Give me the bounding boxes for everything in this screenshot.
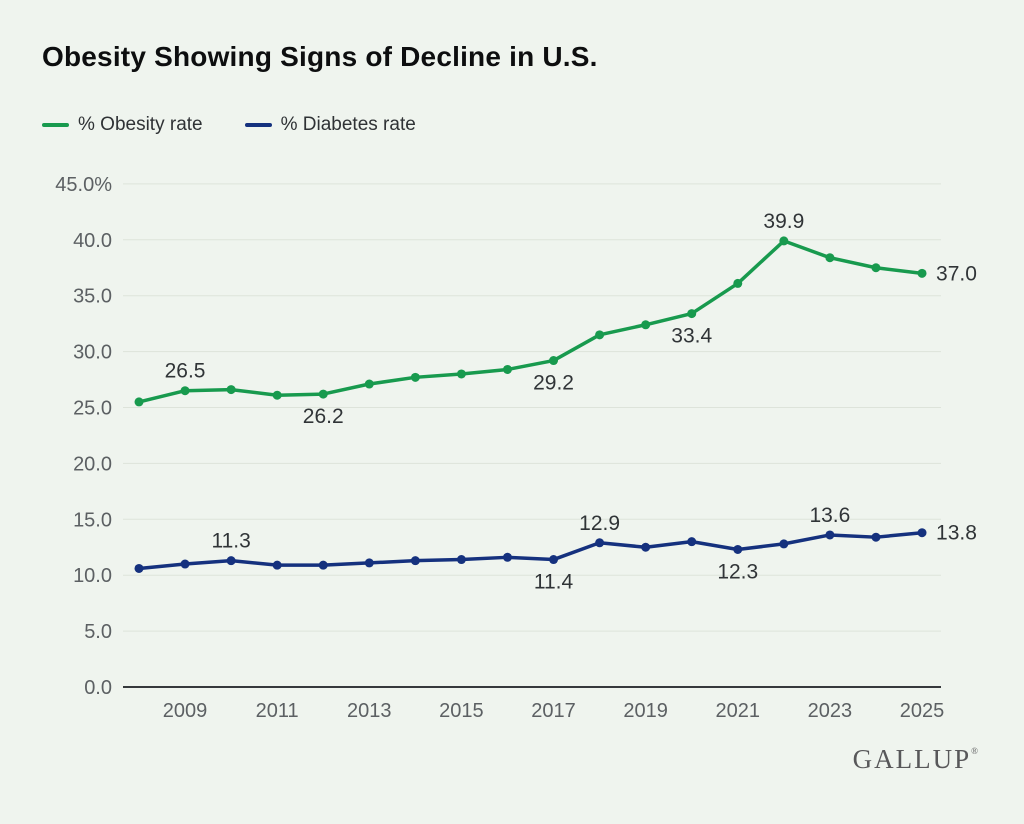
x-tick-label: 2019 [623, 700, 668, 722]
data-label: 13.8 [936, 522, 977, 545]
y-tick-label: 40.0 [73, 230, 112, 252]
y-tick-label: 30.0 [73, 342, 112, 364]
data-point [779, 539, 789, 549]
data-point [917, 268, 927, 278]
data-point [364, 558, 374, 568]
data-label: 11.3 [211, 530, 250, 553]
data-point [134, 563, 144, 573]
data-point [502, 552, 512, 562]
obesity-legend-swatch-icon [42, 123, 69, 127]
legend-label-obesity: % Obesity rate [78, 114, 203, 135]
data-point [595, 330, 605, 340]
gallup-logo: GALLUP® [853, 744, 978, 775]
data-point [825, 253, 835, 263]
data-point [641, 320, 651, 330]
data-point [502, 364, 512, 374]
data-point [825, 530, 835, 540]
data-point [226, 556, 236, 566]
page-title: Obesity Showing Signs of Decline in U.S. [42, 41, 598, 72]
data-label: 33.4 [671, 325, 712, 348]
data-point [733, 278, 743, 288]
data-label: 26.5 [165, 360, 206, 383]
x-tick-label: 2017 [531, 700, 576, 722]
data-point [272, 390, 282, 400]
data-label: 29.2 [533, 372, 574, 395]
x-tick-label: 2025 [900, 700, 945, 722]
x-tick-label: 2013 [347, 700, 392, 722]
data-point [733, 544, 743, 554]
data-point [549, 356, 559, 366]
data-point [226, 385, 236, 395]
line-chart: 45.0% 40.0 35.0 30.0 25.0 20.0 15.0 10.0 5.0 0.0 2… [55, 174, 977, 722]
diabetes-line [137, 530, 924, 571]
y-tick-label: 10.0 [73, 565, 112, 587]
data-point [180, 386, 190, 396]
y-tick-label: 0.0 [84, 677, 112, 699]
data-point [871, 263, 881, 273]
data-label: 39.9 [763, 210, 804, 233]
data-point [456, 369, 466, 379]
data-point [272, 560, 282, 570]
data-point [456, 555, 466, 565]
data-point [318, 389, 328, 399]
x-tick-label: 2009 [163, 700, 208, 722]
data-label: 12.9 [579, 512, 620, 535]
data-point [779, 236, 789, 246]
data-label: 26.2 [303, 405, 344, 428]
data-point [871, 532, 881, 542]
legend-item-obesity: % Obesity rate [42, 114, 203, 136]
chart-legend: % Obesity rate % Diabetes rate [42, 114, 416, 136]
legend-item-diabetes: % Diabetes rate [244, 114, 416, 136]
x-tick-label: 2021 [716, 700, 761, 722]
y-tick-label: 45.0% [55, 174, 112, 196]
data-point [364, 379, 374, 389]
data-point [595, 538, 605, 548]
y-tick-label: 35.0 [73, 286, 112, 308]
data-point [318, 560, 328, 570]
data-label: 12.3 [717, 560, 758, 583]
data-point [687, 309, 697, 319]
data-point [180, 559, 190, 569]
diabetes-legend-swatch-icon [244, 123, 272, 127]
y-tick-label: 20.0 [73, 453, 112, 475]
data-label: 37.0 [936, 262, 977, 285]
data-point [549, 555, 559, 565]
trademark-symbol: ® [971, 746, 978, 756]
data-point [134, 397, 144, 407]
legend-label-diabetes: % Diabetes rate [280, 114, 416, 135]
data-point [641, 542, 651, 552]
x-tick-label: 2011 [256, 700, 299, 722]
x-tick-label: 2015 [439, 700, 484, 722]
data-point [687, 537, 697, 547]
y-tick-label: 15.0 [73, 509, 112, 531]
data-label: 11.4 [534, 571, 574, 594]
data-label: 13.6 [809, 504, 850, 527]
data-point [410, 556, 420, 566]
data-point [410, 372, 420, 382]
obesity-line [137, 239, 924, 404]
y-tick-label: 5.0 [84, 621, 112, 643]
y-tick-label: 25.0 [73, 398, 112, 420]
gallup-logo-text: GALLUP [852, 744, 972, 774]
data-point [917, 528, 927, 538]
x-tick-label: 2023 [808, 700, 853, 722]
